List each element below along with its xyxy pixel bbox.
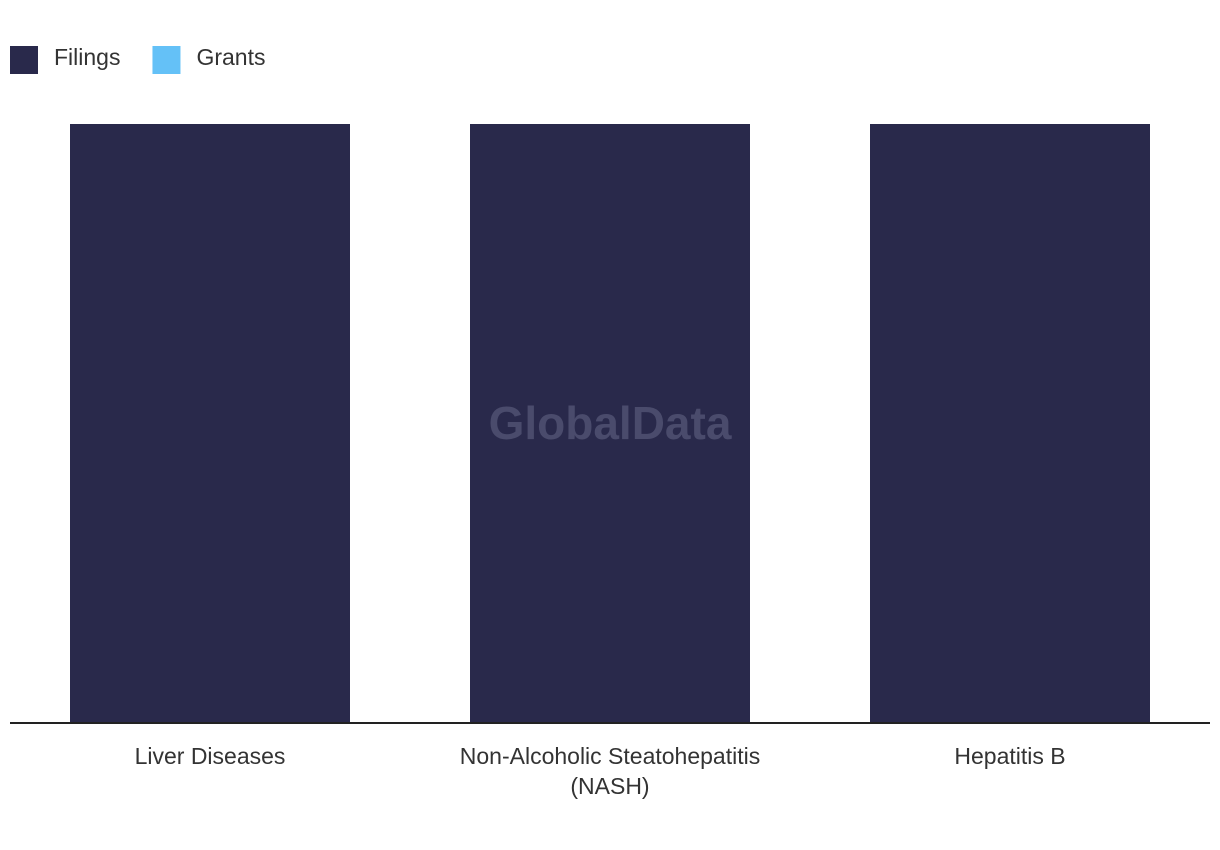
bar: [470, 124, 750, 723]
x-tick-label: Hepatitis B: [954, 743, 1066, 769]
x-tick-label: Liver Diseases: [134, 743, 286, 769]
legend-label: Filings: [54, 44, 120, 70]
bar: [870, 124, 1150, 723]
bar: [70, 124, 350, 723]
legend-swatch: [10, 46, 38, 74]
legend-swatch: [152, 46, 181, 74]
x-tick-label: Non-Alcoholic Steatohepatitis (NASH): [459, 743, 761, 799]
watermark: GlobalData: [489, 397, 732, 449]
legend-label: Grants: [196, 44, 265, 70]
